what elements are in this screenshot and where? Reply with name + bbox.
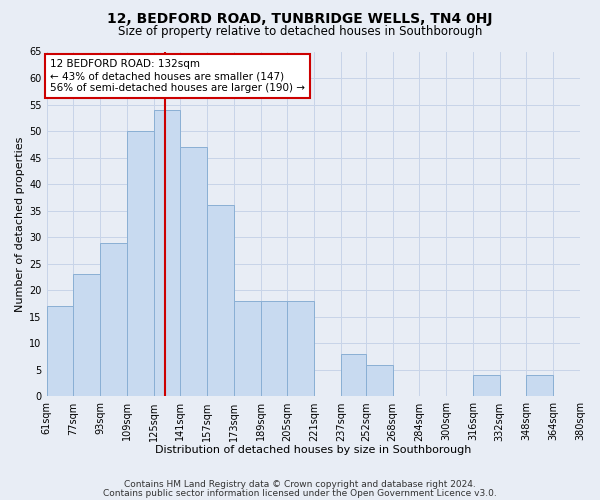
Bar: [154, 110, 181, 397]
Bar: [473, 375, 500, 396]
Bar: [260, 301, 287, 396]
Text: Contains public sector information licensed under the Open Government Licence v3: Contains public sector information licen…: [103, 490, 497, 498]
Bar: [47, 306, 73, 396]
Bar: [287, 301, 314, 396]
Bar: [366, 364, 392, 396]
Bar: [73, 274, 100, 396]
Bar: [234, 301, 260, 396]
X-axis label: Distribution of detached houses by size in Southborough: Distribution of detached houses by size …: [155, 445, 472, 455]
Bar: [127, 131, 154, 396]
Bar: [341, 354, 366, 397]
Text: 12 BEDFORD ROAD: 132sqm
← 43% of detached houses are smaller (147)
56% of semi-d: 12 BEDFORD ROAD: 132sqm ← 43% of detache…: [50, 60, 305, 92]
Text: 12, BEDFORD ROAD, TUNBRIDGE WELLS, TN4 0HJ: 12, BEDFORD ROAD, TUNBRIDGE WELLS, TN4 0…: [107, 12, 493, 26]
Text: Contains HM Land Registry data © Crown copyright and database right 2024.: Contains HM Land Registry data © Crown c…: [124, 480, 476, 489]
Bar: [526, 375, 553, 396]
Y-axis label: Number of detached properties: Number of detached properties: [15, 136, 25, 312]
Bar: [100, 242, 127, 396]
Bar: [181, 147, 207, 396]
Text: Size of property relative to detached houses in Southborough: Size of property relative to detached ho…: [118, 25, 482, 38]
Bar: [207, 206, 234, 396]
